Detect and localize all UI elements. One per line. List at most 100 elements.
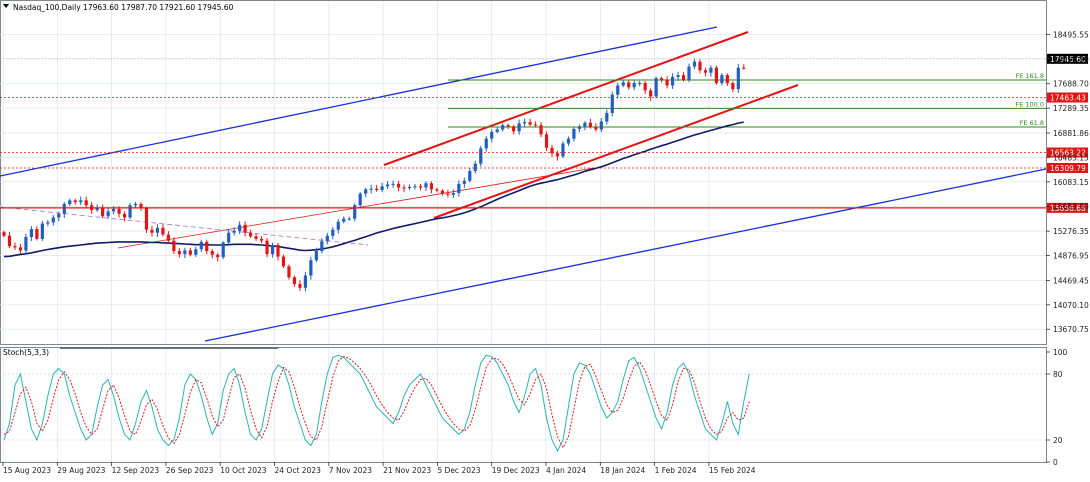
bull-candle [621,82,625,86]
bear-candle [7,235,12,247]
y-tick-label: 14469.45 [1053,276,1089,285]
bear-candle [528,122,532,125]
bear-candle [742,67,746,69]
triangle-down-icon[interactable] [3,4,9,8]
bull-candle [577,126,581,129]
fib-label: FE 100.0 [1015,100,1044,108]
bull-candle [40,223,44,239]
bull-candle [194,249,198,255]
bull-candle [303,275,307,288]
bear-candle [13,246,17,248]
bull-candle [501,125,505,130]
x-tick-label: 26 Sep 2023 [166,466,214,475]
blue-channel-upper [0,26,718,177]
bull-candle [572,128,576,139]
bull-candle [473,163,477,172]
bull-candle [79,200,83,203]
bear-candle [150,229,154,233]
bear-candle [166,234,170,241]
x-tick-label: 4 Jan 2024 [546,466,586,475]
red-channel-upper [383,31,749,166]
x-tick-label: 18 Jan 2024 [600,466,645,475]
bull-candle [57,213,61,218]
y-tick-label: 18096.20 [1053,55,1089,64]
bull-candle [720,75,724,84]
bull-candle [112,208,116,212]
bull-candle [610,94,614,113]
bear-candle [265,240,269,255]
bull-candle [566,138,571,144]
bull-candle [68,200,72,205]
x-tick-label: 5 Dec 2023 [437,466,480,475]
bull-candle [517,123,521,132]
bear-candle [144,208,149,230]
y-tick-label: 15276.35 [1053,227,1089,236]
bear-candle [101,207,105,217]
bull-candle [62,204,66,214]
bull-candle [29,229,33,238]
bear-candle [725,75,729,84]
bear-candle [649,90,653,97]
red-channel-lower [433,84,799,219]
y-tick-label: 17289.35 [1053,104,1089,113]
level-label: 16309.79 [1050,164,1086,173]
bear-candle [243,224,247,233]
drawn-objects: FE 161.8 FE 100.0 FE 61.8 [0,26,1047,349]
bull-candle [342,218,346,222]
bull-candle [106,211,110,217]
bull-candle [358,193,362,206]
bull-candle [479,148,483,164]
bear-candle [188,250,192,255]
bear-candle [249,232,253,237]
bull-candle [424,183,428,188]
bull-candle [128,205,132,218]
y-tick-label: 16881.86 [1053,129,1089,138]
bear-candle [298,284,302,288]
bull-candle [605,112,609,122]
bear-candle [259,238,264,241]
bull-candle [380,186,384,190]
bear-candle [544,134,549,148]
level-box [1047,147,1088,158]
bull-candle [199,241,203,250]
y-tick-label: 14070.10 [1053,301,1089,310]
bull-candle [468,171,472,181]
level-label: 16563.22 [1050,149,1086,158]
purple-trendline [0,206,369,246]
bear-candle [665,79,669,86]
bear-candle [2,232,6,236]
bear-candle [627,82,631,88]
x-tick-label: 1 Feb 2024 [655,466,697,475]
bull-candle [51,217,55,223]
bear-candle [161,227,165,235]
bear-candle [643,83,647,91]
bear-candle [254,236,258,239]
moving-average [3,121,744,258]
bear-candle [281,256,286,267]
bear-candle [292,277,297,285]
bear-candle [216,254,220,258]
bull-candle [457,183,461,194]
bear-candle [440,190,444,194]
y-tick-label: 18495.55 [1053,30,1089,39]
bull-candle [183,250,187,255]
y-tick-label: 16483.15 [1053,153,1089,162]
bull-candle [369,188,373,190]
bull-candle [24,237,28,251]
bear-candle [446,193,450,195]
bear-candle [287,266,291,278]
level-box [1047,202,1088,213]
bull-candle [632,83,636,88]
bear-candle [660,78,664,80]
bull-candle [46,222,50,224]
main-pane-frame [0,0,1047,345]
bear-candle [396,183,401,188]
blue-channel-lower [204,168,1047,342]
ma-line [3,121,744,258]
bull-candle [238,224,242,231]
x-tick-label: 10 Oct 2023 [220,466,267,475]
stochastic [0,354,1046,453]
y-tick-label: 17688.70 [1053,80,1089,89]
bear-candle [681,75,686,80]
